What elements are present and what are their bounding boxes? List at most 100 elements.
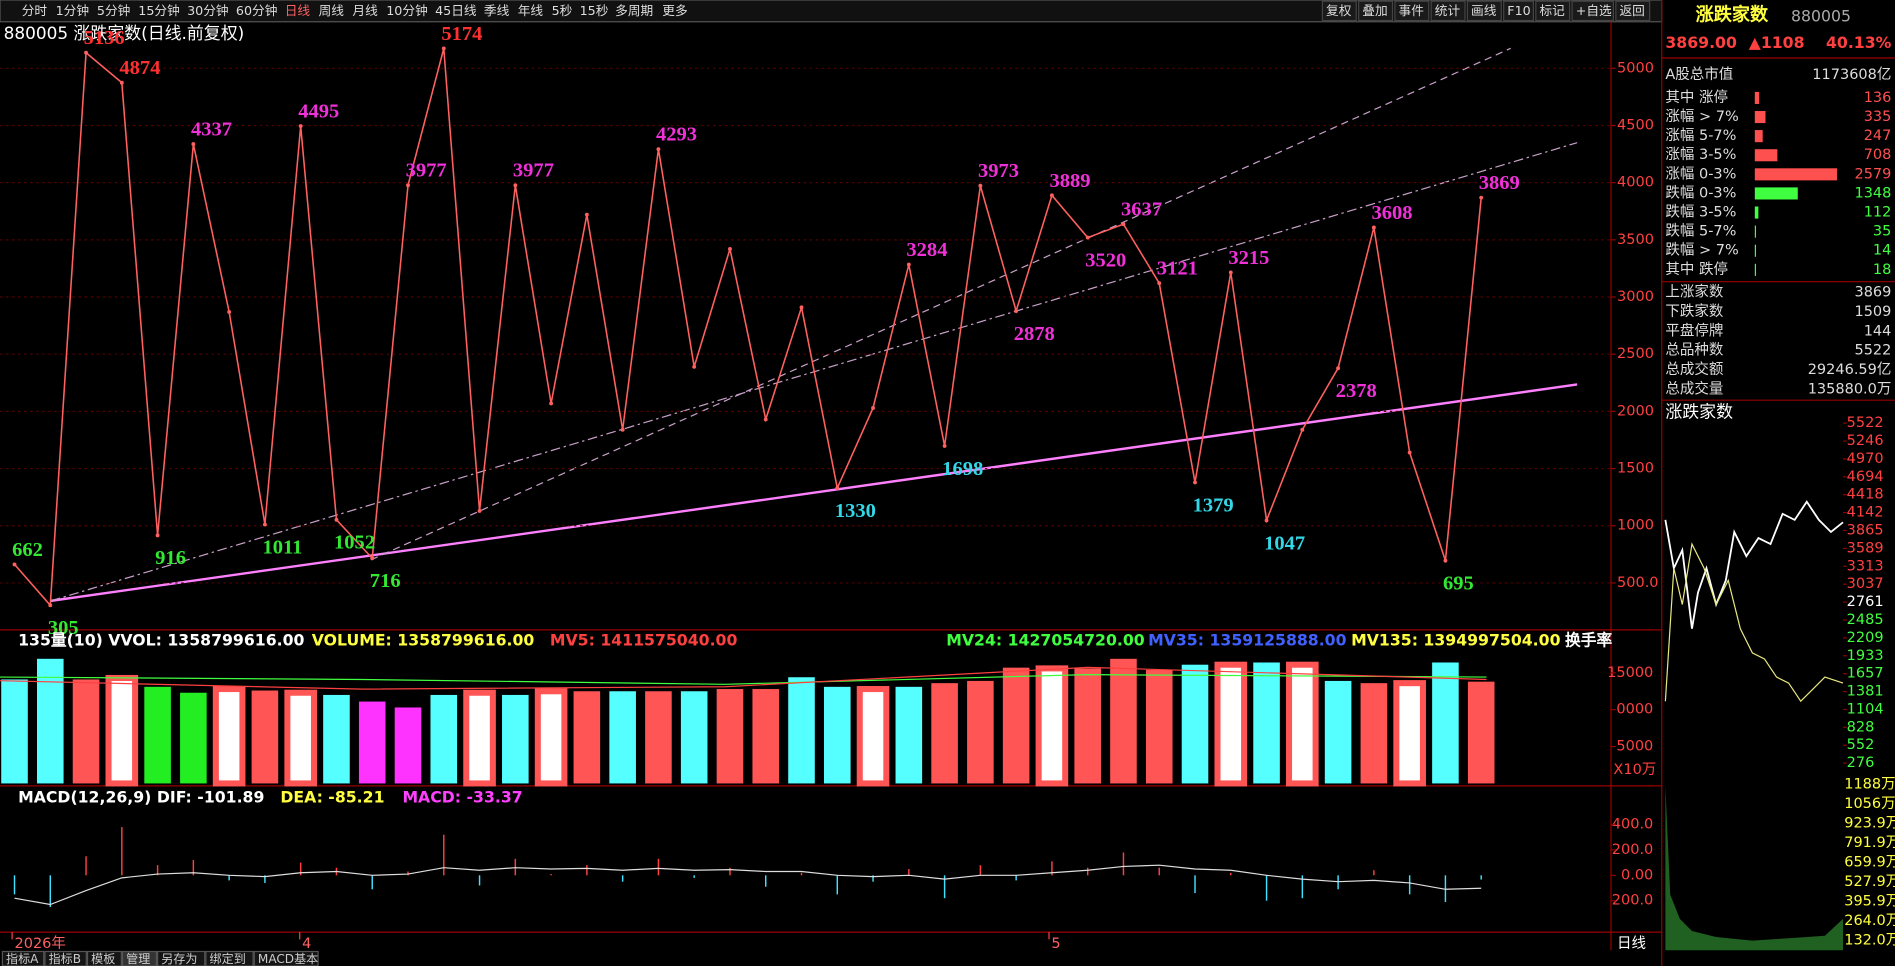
- tab-label[interactable]: 绑定到: [210, 951, 246, 966]
- toolbar-item[interactable]: 事件: [1399, 3, 1425, 18]
- volume-bar: [1181, 664, 1209, 784]
- side-price: 3869.00: [1665, 33, 1737, 52]
- mini-tick-label: 395.9万: [1844, 893, 1895, 909]
- toolbar-item[interactable]: 叠加: [1362, 3, 1387, 18]
- toolbar-button[interactable]: [1430, 0, 1466, 22]
- data-point: [119, 80, 124, 85]
- toolbar-item[interactable]: 返回: [1619, 3, 1644, 18]
- toolbar-item[interactable]: 复权: [1326, 3, 1352, 18]
- mini-tick-label: 5246: [1847, 433, 1884, 449]
- volume-bar: [36, 658, 64, 784]
- toolbar-item[interactable]: F10: [1507, 3, 1530, 18]
- mini-tick-label: 3865: [1847, 523, 1884, 539]
- tab-label[interactable]: 模板: [91, 952, 115, 966]
- toolbar-button[interactable]: [1503, 0, 1535, 22]
- toolbar-item[interactable]: 1分钟: [56, 3, 89, 18]
- side-change: ▲1108: [1749, 33, 1805, 52]
- tab[interactable]: [205, 950, 254, 966]
- data-point: [227, 309, 232, 314]
- data-label: 916: [155, 547, 186, 569]
- volume-bar: [645, 691, 672, 784]
- data-point: [155, 533, 160, 538]
- data-point: [262, 522, 267, 527]
- volume-bar: [463, 689, 496, 787]
- mini-tick-label: 4418: [1847, 487, 1884, 503]
- toolbar-button[interactable]: [1466, 0, 1502, 22]
- ma-line: [0, 666, 1487, 690]
- toolbar-button[interactable]: [1615, 0, 1651, 22]
- toolbar-item[interactable]: 年线: [518, 3, 544, 18]
- data-label: 1047: [1264, 532, 1305, 554]
- volume-header: MV135: 1394997504.00: [1351, 630, 1560, 649]
- toolbar-item[interactable]: 统计: [1435, 3, 1461, 18]
- toolbar-button[interactable]: [1321, 0, 1357, 22]
- volume-bar: [609, 691, 636, 784]
- toolbar-item[interactable]: 45日线: [435, 3, 477, 18]
- tab[interactable]: [156, 950, 206, 966]
- mini-tick-label: 1381: [1847, 684, 1884, 700]
- tab-label[interactable]: 指标A: [6, 951, 39, 966]
- volume-bar: [502, 694, 529, 784]
- toolbar-item[interactable]: 标记: [1539, 3, 1565, 18]
- toolbar-item[interactable]: 周线: [319, 3, 345, 18]
- data-point: [12, 562, 17, 567]
- toolbar-button[interactable]: [1535, 0, 1571, 22]
- toolbar-item[interactable]: 30分钟: [187, 3, 229, 18]
- data-label: 662: [12, 539, 43, 561]
- side-pct: 40.13%: [1826, 33, 1892, 52]
- toolbar-item[interactable]: 5分钟: [97, 3, 130, 18]
- toolbar-item[interactable]: +自选: [1576, 3, 1612, 18]
- toolbar-item[interactable]: 10分钟: [386, 3, 428, 18]
- volume-bar: [823, 686, 851, 784]
- tab-label[interactable]: MACD基本: [258, 952, 318, 966]
- toolbar-item[interactable]: 多周期: [615, 3, 653, 18]
- main-chart: 5000 4500 4000 3500 3000 2500 2000 1500 1000 500.…: [0, 23, 1659, 952]
- toolbar-button[interactable]: [1571, 0, 1615, 22]
- toolbar-button[interactable]: [1394, 0, 1430, 22]
- tab[interactable]: [44, 950, 87, 966]
- toolbar-item[interactable]: 月线: [352, 3, 378, 18]
- ma-line: [0, 674, 1487, 685]
- tab-label[interactable]: 管理: [126, 951, 150, 966]
- data-label: 4293: [656, 124, 697, 146]
- data-point: [370, 556, 375, 561]
- toolbar-item[interactable]: 60分钟: [236, 3, 278, 18]
- toolbar-item[interactable]: 日线: [285, 3, 311, 18]
- toolbar-item[interactable]: 15分钟: [138, 3, 180, 18]
- tab-label[interactable]: 另存为: [161, 952, 197, 966]
- data-point: [692, 364, 697, 369]
- tab-label[interactable]: 指标B: [49, 951, 81, 966]
- data-point: [1085, 235, 1090, 240]
- toolbar-button[interactable]: [1358, 0, 1394, 22]
- tab[interactable]: [1, 950, 45, 966]
- data-point: [1264, 518, 1269, 523]
- side-title: 涨跌家数: [1696, 4, 1769, 26]
- macd-header: MACD(12,26,9) DIF: -101.89: [18, 787, 264, 806]
- mini-tick-label: 3313: [1847, 558, 1884, 574]
- row-value: 18: [1873, 262, 1891, 278]
- toolbar-item[interactable]: 15秒: [580, 3, 609, 18]
- volume-bar: [1, 679, 28, 784]
- y-tick-label: 200.0: [1612, 893, 1654, 909]
- volume-bar: [284, 689, 318, 787]
- tab[interactable]: [253, 950, 319, 966]
- toolbar-item[interactable]: 更多: [662, 3, 687, 18]
- row-label: A股总市值: [1665, 66, 1733, 83]
- trend-line: [50, 383, 1578, 603]
- row-value: 29246.59亿: [1808, 361, 1892, 378]
- toolbar-item[interactable]: 分时: [22, 3, 48, 18]
- tab[interactable]: [86, 950, 122, 966]
- toolbar-item[interactable]: 画线: [1471, 3, 1497, 18]
- data-point: [763, 417, 768, 422]
- tab[interactable]: [121, 950, 157, 966]
- mini-tick-label: 4694: [1847, 469, 1884, 485]
- volume-bar: [251, 690, 279, 784]
- toolbar-item[interactable]: 季线: [484, 3, 510, 18]
- toolbar-item[interactable]: 5秒: [552, 3, 573, 18]
- row-value: 144: [1864, 323, 1892, 339]
- mini-tick-label: 527.9万: [1844, 874, 1895, 890]
- volume-bar: [1432, 662, 1459, 784]
- row-value: 35: [1873, 224, 1891, 240]
